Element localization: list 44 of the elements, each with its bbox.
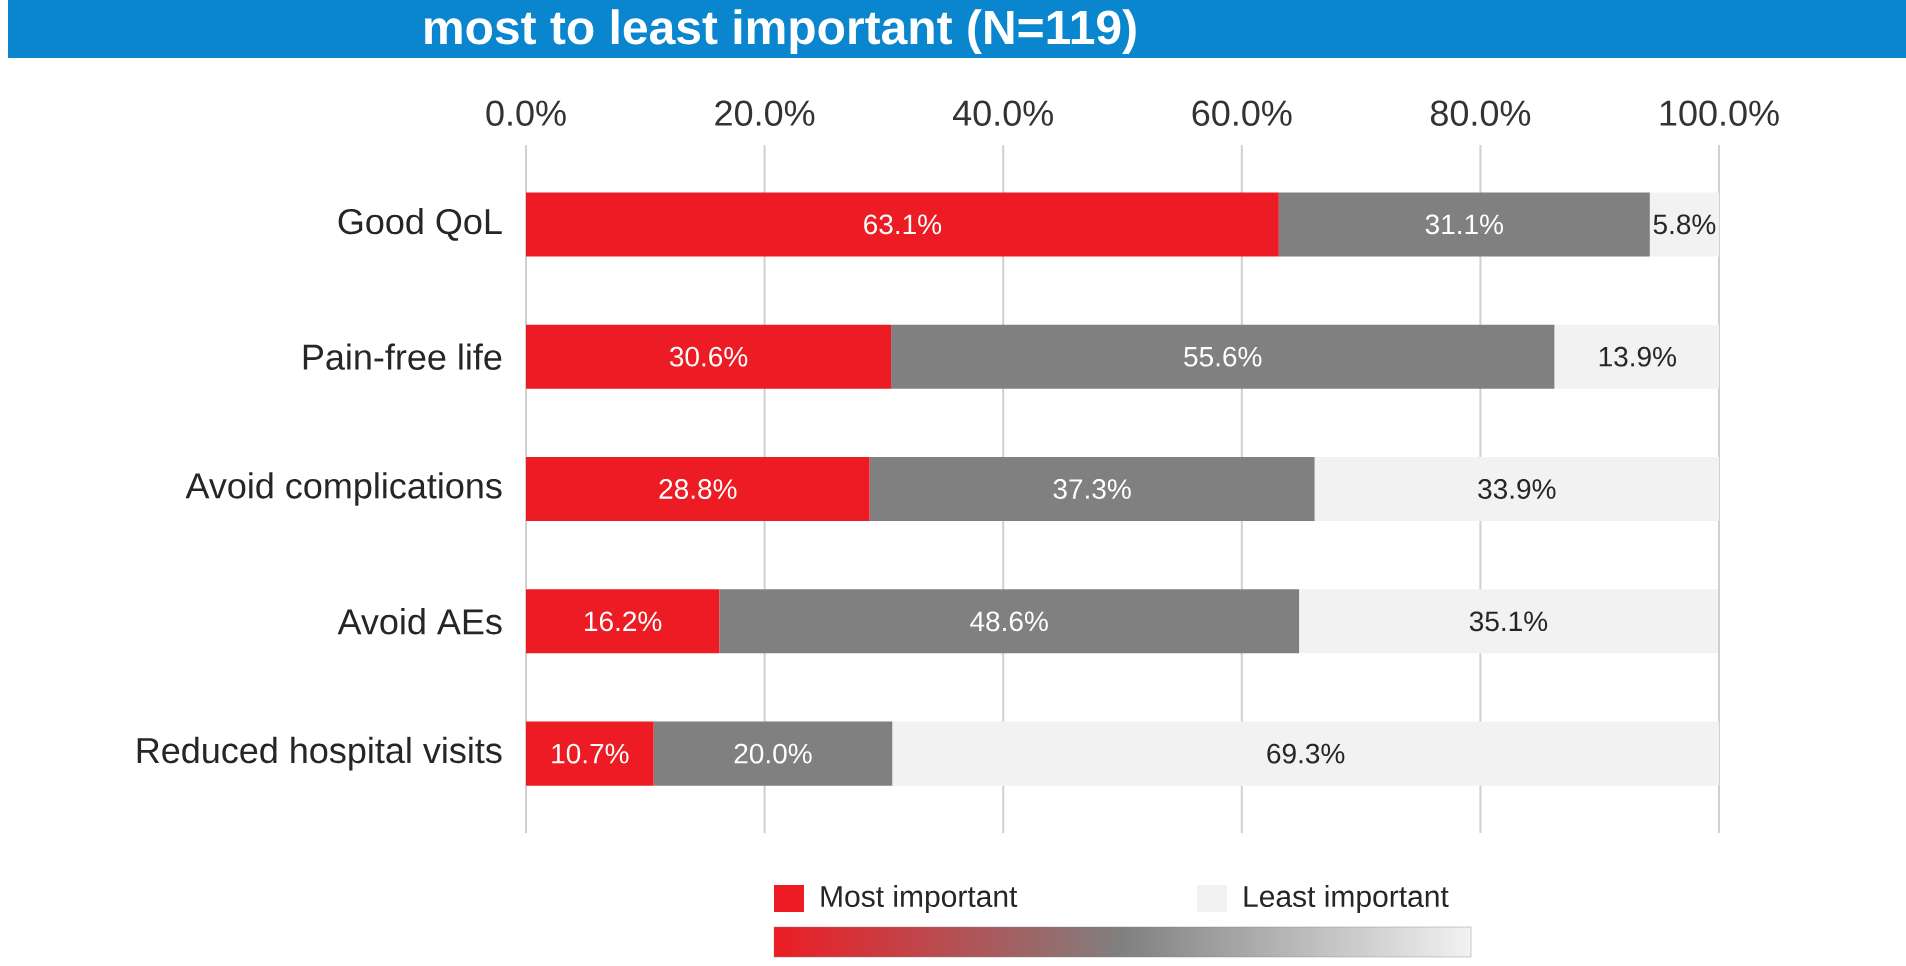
data-label: 63.1% <box>864 214 942 235</box>
bar <box>526 324 892 389</box>
bar <box>719 589 1300 654</box>
data-label: 10.7% <box>552 743 629 764</box>
bar <box>892 721 1720 786</box>
bar <box>891 324 1555 389</box>
legend-label: Least important <box>1244 885 1449 913</box>
bar <box>1314 457 1720 521</box>
data-label: 37.3% <box>1053 479 1131 499</box>
data-label: 33.9% <box>1478 479 1556 499</box>
bar <box>526 589 720 654</box>
data-label: 28.8% <box>659 479 737 499</box>
bar <box>1649 192 1720 257</box>
x-tick-label: 0.0% <box>486 100 566 126</box>
x-tick-label: 100.0% <box>1660 100 1779 126</box>
chart-title: most to least important (N=119) <box>425 9 1136 54</box>
y-tick-label: Reduced hospital visits <box>137 736 502 771</box>
data-label: 20.0% <box>734 743 812 764</box>
data-label: 35.1% <box>1469 611 1548 632</box>
x-tick-label: 60.0% <box>1192 100 1292 126</box>
data-label: 31.1% <box>1425 214 1504 235</box>
data-label: 55.6% <box>1184 346 1262 367</box>
legend-label: Most important <box>821 885 1018 913</box>
data-label: 5.8% <box>1653 214 1716 235</box>
bar <box>526 457 870 521</box>
bar <box>869 457 1315 521</box>
data-label: 69.3% <box>1267 743 1345 764</box>
x-tick-label: 40.0% <box>952 100 1053 126</box>
bar <box>526 721 654 786</box>
bar <box>653 721 893 786</box>
y-tick-label: Good QoL <box>338 207 502 241</box>
bar <box>1278 192 1650 257</box>
data-label: 16.2% <box>585 611 662 632</box>
bar <box>1554 324 1720 389</box>
y-tick-label: Avoid AEs <box>337 608 502 635</box>
data-label: 13.9% <box>1599 346 1676 367</box>
data-label: 48.6% <box>970 611 1048 632</box>
bar <box>526 192 1279 257</box>
data-label: 30.6% <box>669 346 748 367</box>
x-tick-label: 80.0% <box>1430 100 1531 126</box>
y-tick-label: Pain-free life <box>303 343 502 370</box>
y-tick-label: Avoid complications <box>185 472 502 506</box>
x-tick-label: 20.0% <box>715 100 815 126</box>
bar <box>1299 589 1718 654</box>
